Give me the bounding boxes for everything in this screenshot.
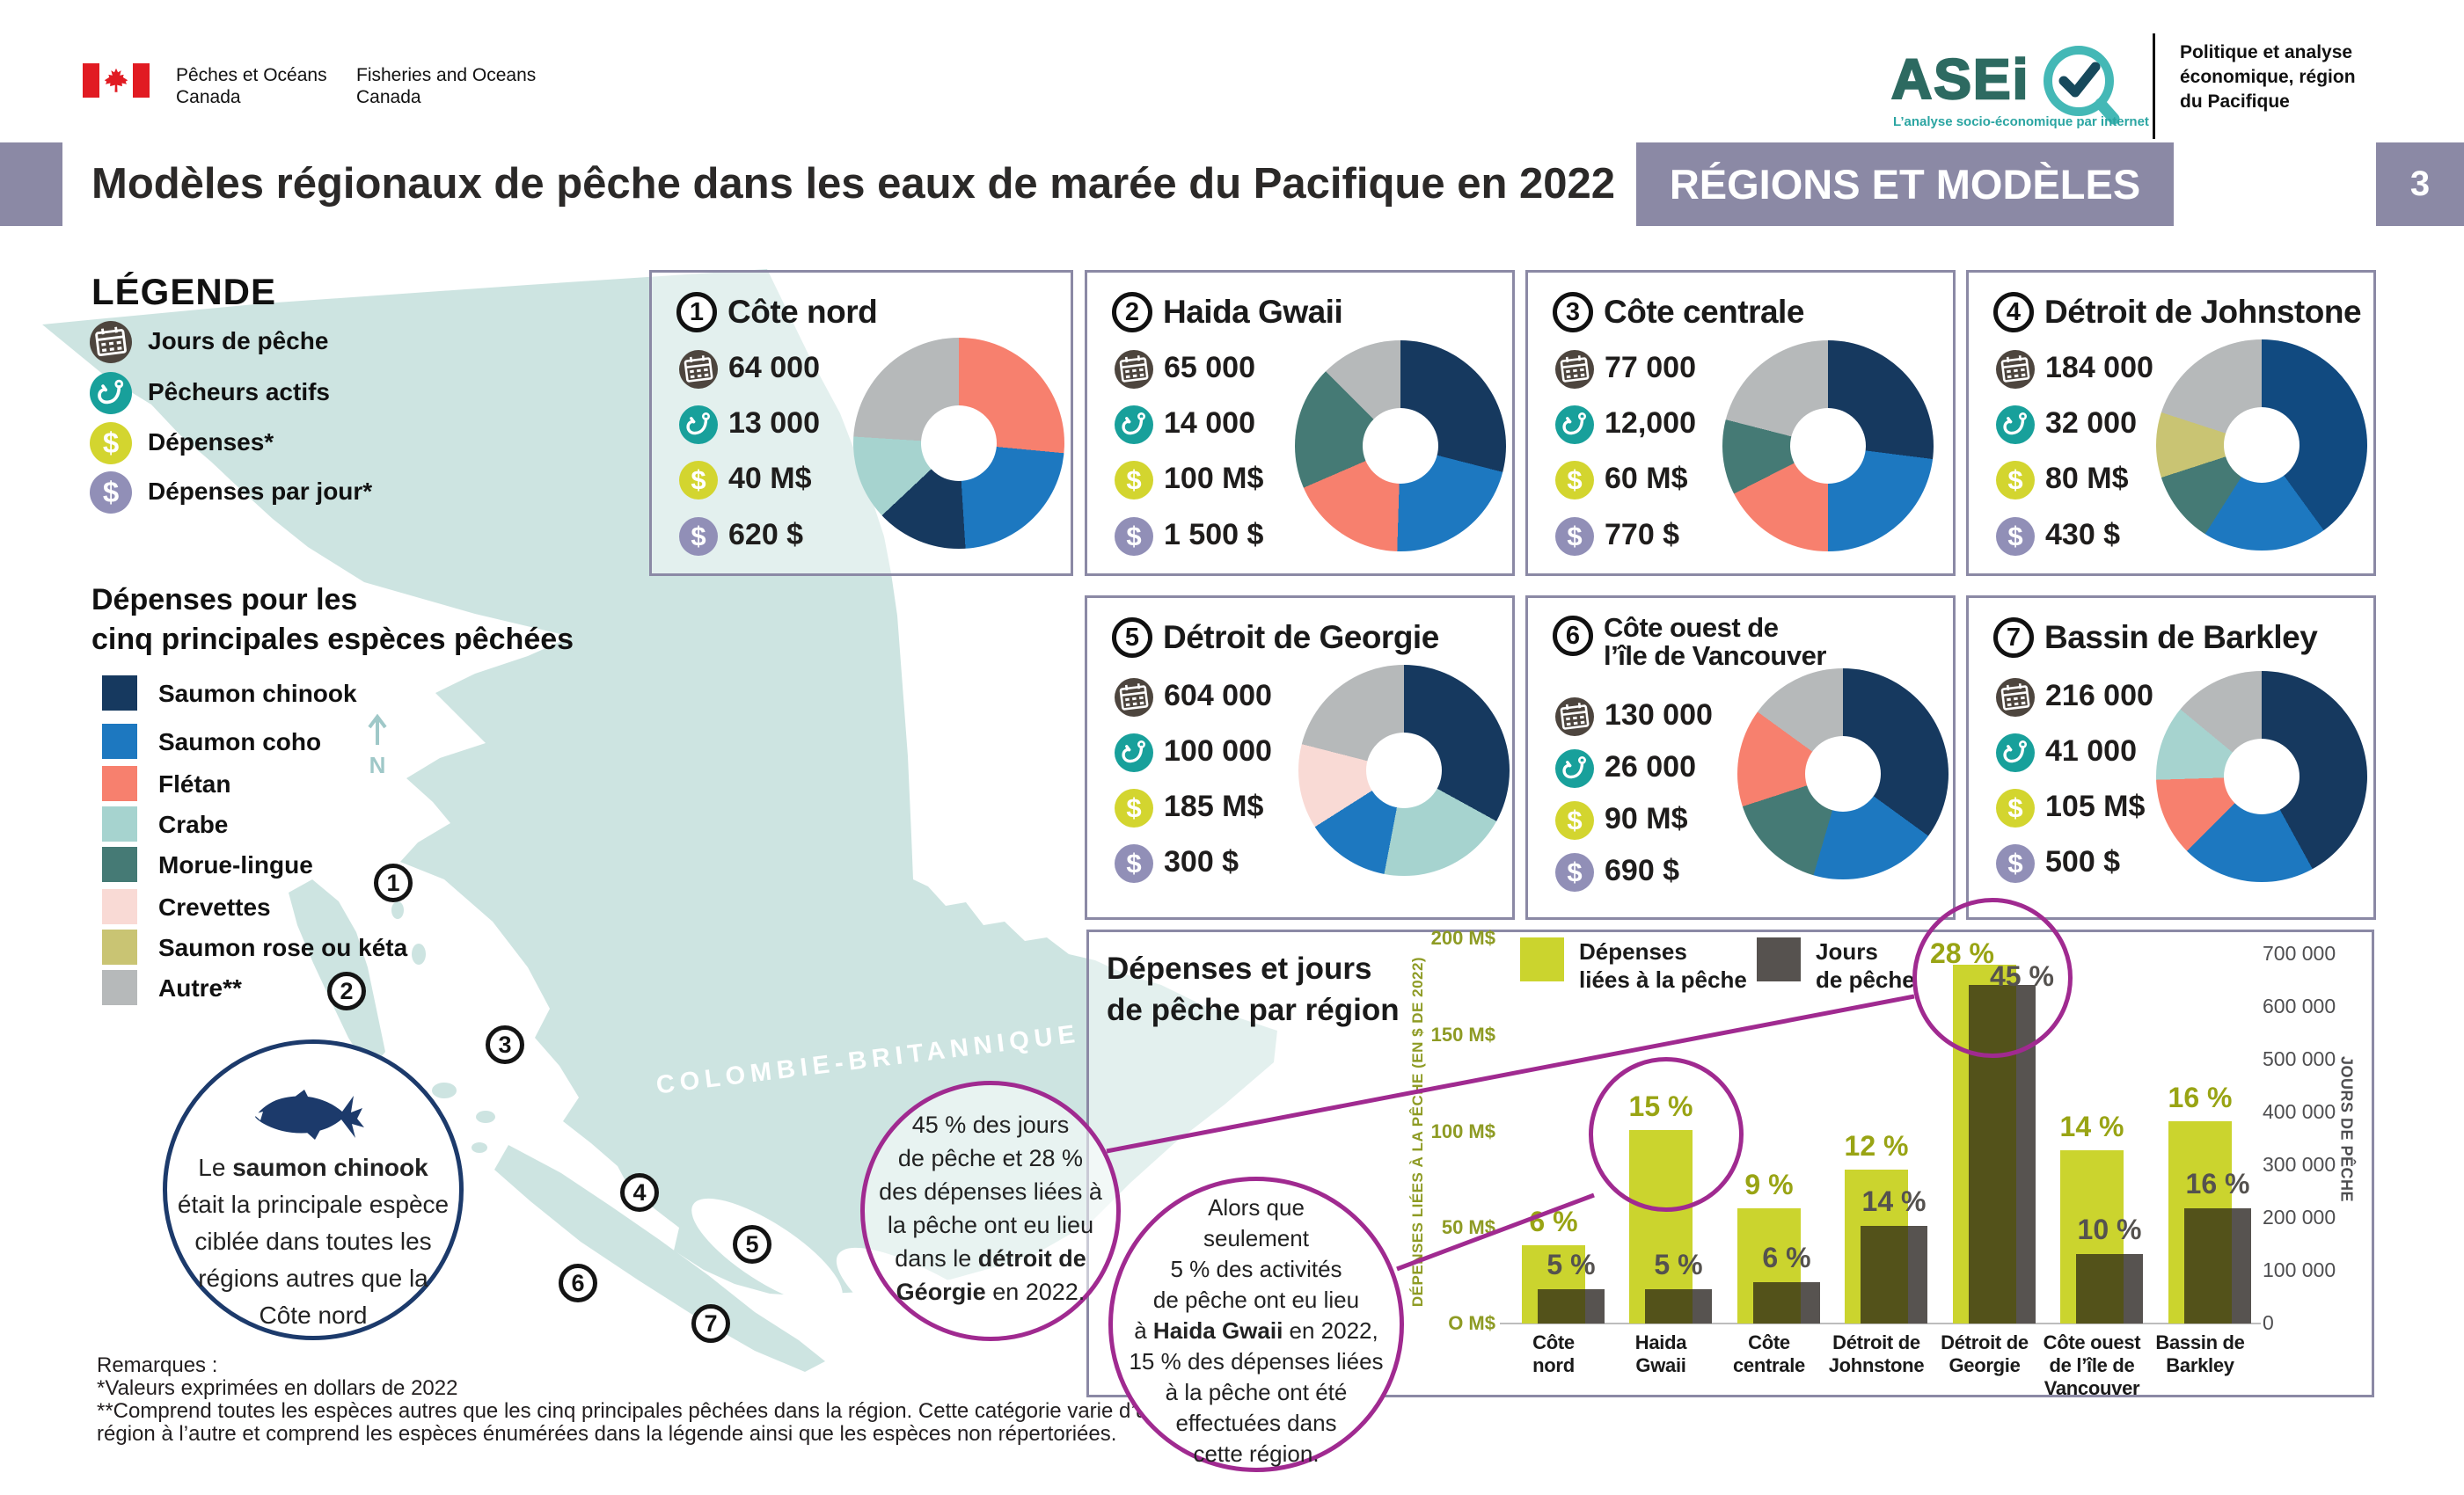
svg-text:N: N [369, 752, 386, 778]
svg-text:ASEi: ASEi [1891, 47, 2029, 111]
